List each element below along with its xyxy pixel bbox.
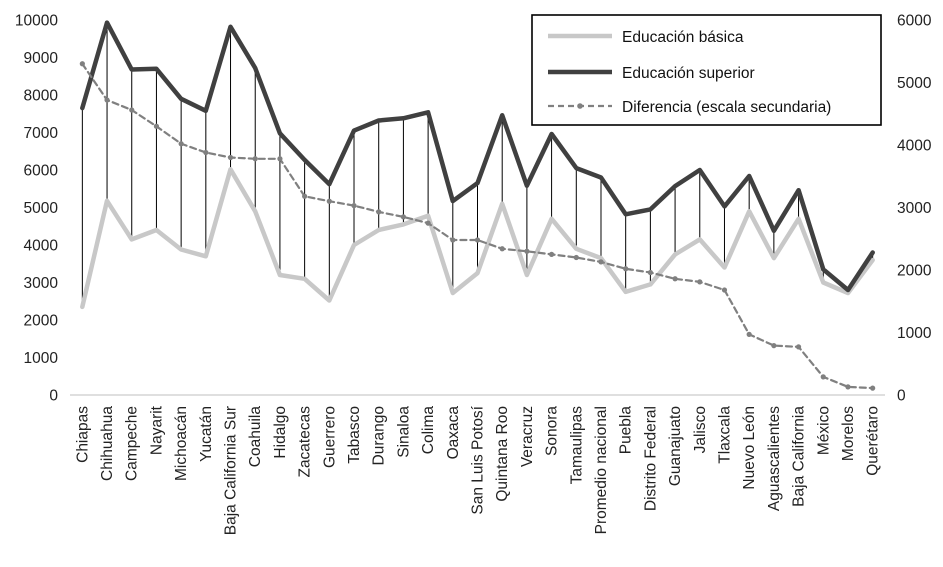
right-tick-label: 0 — [897, 388, 906, 405]
category-label-sonora: Sonora — [544, 406, 561, 456]
left-tick-label: 0 — [49, 388, 58, 405]
x-axis: Chiapas Chihuahua Campeche Nayarit Michoacán… — [70, 394, 885, 535]
diferencia-point-mexico — [820, 374, 826, 380]
category-label-morelos: Morelos — [840, 406, 857, 461]
category-label-mexico: México — [815, 406, 832, 455]
diferencia-point-tamaulipas — [573, 254, 579, 261]
diferencia-point-tlaxcala — [721, 287, 728, 293]
diferencia-point-chihuahua — [104, 97, 110, 103]
legend: Educación básica Educación superior Dife… — [531, 14, 882, 126]
diferencia-point-campeche — [129, 107, 135, 113]
category-label-sinaloa: Sinaloa — [395, 406, 412, 458]
diferencia-point-puebla — [623, 266, 629, 272]
diferencia-point-sinaloa — [400, 214, 407, 220]
diferencia-point-quintana-roo — [499, 246, 505, 252]
right-axis: 0 1000 2000 3000 4000 5000 6000 — [897, 13, 932, 405]
category-label-aguascalientes: Aguascalientes — [766, 406, 783, 511]
category-label-nuevo-leon: Nuevo León — [741, 406, 758, 490]
category-label-puebla: Puebla — [618, 406, 635, 455]
category-label-zacatecas: Zacatecas — [297, 406, 314, 478]
left-tick-label: 4000 — [24, 238, 59, 255]
series-layer — [79, 20, 876, 391]
category-label-durango: Durango — [371, 406, 388, 465]
diferencia-point-guerrero — [326, 198, 332, 204]
category-label-tabasco: Tabasco — [346, 406, 363, 464]
legend-label-educacion-basica: Educación básica — [622, 29, 744, 46]
category-label-oaxaca: Oaxaca — [445, 406, 462, 460]
diferencia-point-veracruz — [524, 248, 530, 254]
diferencia-point-oaxaca — [450, 237, 456, 243]
diferencia-point-morelos — [845, 384, 851, 390]
category-label-michoacan: Michoacán — [173, 406, 190, 481]
category-label-distrito-federal: Distrito Federal — [642, 406, 659, 511]
left-tick-label: 2000 — [24, 313, 59, 330]
category-label-jalisco: Jalisco — [692, 406, 709, 453]
category-label-queretaro: Querétaro — [865, 406, 882, 476]
right-tick-label: 4000 — [897, 138, 932, 155]
diferencia-point-guanajuato — [672, 276, 678, 282]
left-tick-label: 6000 — [24, 163, 59, 180]
category-label-veracruz: Veracruz — [519, 406, 536, 467]
legend-label-educacion-superior: Educación superior — [622, 65, 755, 82]
legend-label-diferencia: Diferencia (escala secundaria) — [622, 99, 831, 116]
category-label-chiapas: Chiapas — [74, 406, 91, 463]
category-label-san-luis-potosi: San Luis Potosí — [470, 405, 487, 514]
diferencia-point-nayarit — [153, 123, 160, 129]
category-label-guerrero: Guerrero — [321, 406, 338, 468]
category-label-nayarit: Nayarit — [148, 405, 165, 455]
category-label-chihuahua: Chihuahua — [99, 406, 116, 481]
category-label-baja-california-sur: Baja California Sur — [223, 406, 240, 535]
diferencia-point-nuevo-leon — [746, 331, 752, 337]
right-tick-label: 6000 — [897, 13, 932, 30]
right-tick-label: 2000 — [897, 263, 932, 280]
diferencia-point-baja-california — [795, 344, 802, 350]
diferencia-point-yucatan — [203, 149, 209, 156]
left-tick-label: 3000 — [24, 275, 59, 292]
diferencia-point-distrito-federal — [647, 269, 653, 276]
diferencia-point-jalisco — [697, 279, 703, 285]
category-label-promedio-nacional: Promedio nacional — [593, 406, 610, 534]
diferencia-point-promedio-nacional — [598, 259, 604, 265]
drop-lines — [81, 22, 874, 307]
category-label-colima: Colima — [420, 406, 437, 455]
right-tick-label: 3000 — [897, 200, 932, 217]
category-label-tamaulipas: Tamaulipas — [568, 406, 585, 485]
left-tick-label: 9000 — [24, 50, 59, 67]
diferencia-point-michoacan — [178, 141, 184, 147]
left-tick-label: 7000 — [24, 125, 59, 142]
diferencia-point-zacatecas — [302, 193, 308, 199]
category-label-tlaxcala: Tlaxcala — [716, 406, 733, 464]
left-tick-label: 8000 — [24, 88, 59, 105]
right-tick-label: 1000 — [897, 325, 932, 342]
category-label-baja-california: Baja California — [791, 406, 808, 507]
category-label-guanajuato: Guanajuato — [667, 406, 684, 486]
category-label-campeche: Campeche — [124, 406, 141, 481]
category-label-coahuila: Coahuila — [247, 406, 264, 468]
left-tick-label: 1000 — [24, 350, 59, 367]
series-line-educacion-basica — [80, 167, 875, 310]
right-tick-label: 5000 — [897, 75, 932, 92]
diferencia-point-colima — [425, 220, 431, 226]
diferencia-point-queretaro — [870, 385, 876, 391]
diferencia-point-baja-california-sur — [227, 154, 234, 161]
diferencia-point-aguascalientes — [771, 343, 777, 349]
category-label-quintana-roo: Quintana Roo — [494, 406, 511, 502]
left-tick-label: 5000 — [24, 200, 59, 217]
left-tick-label: 10000 — [15, 13, 58, 30]
left-axis: 0 1000 2000 3000 4000 5000 6000 7000 8000 9000 100… — [15, 13, 58, 405]
legend-marker-diferencia — [577, 103, 583, 109]
category-label-yucatan: Yucatán — [198, 406, 215, 462]
category-label-hidalgo: Hidalgo — [272, 406, 289, 459]
diferencia-point-tabasco — [351, 203, 357, 209]
diferencia-point-hidalgo — [277, 156, 283, 162]
diferencia-point-chiapas — [79, 61, 85, 67]
diferencia-point-san-luis-potosi — [474, 237, 481, 243]
diferencia-point-coahuila — [252, 156, 258, 162]
series-line-educacion-superior — [80, 20, 875, 293]
diferencia-point-durango — [376, 209, 382, 215]
diferencia-point-sonora — [548, 251, 555, 257]
